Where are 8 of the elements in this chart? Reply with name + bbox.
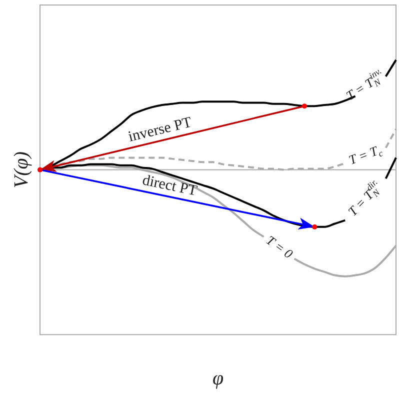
- text: T = TNdir.: [344, 177, 383, 219]
- annotation: direct PT: [140, 172, 198, 200]
- y-axis-title: V(φ): [10, 151, 32, 188]
- text: T = Tc: [346, 142, 384, 168]
- text: T = 0: [264, 232, 296, 262]
- annotation: inverse PT: [126, 114, 194, 146]
- text: T = TNinv.: [343, 66, 384, 104]
- x-axis-title: φ: [212, 367, 224, 390]
